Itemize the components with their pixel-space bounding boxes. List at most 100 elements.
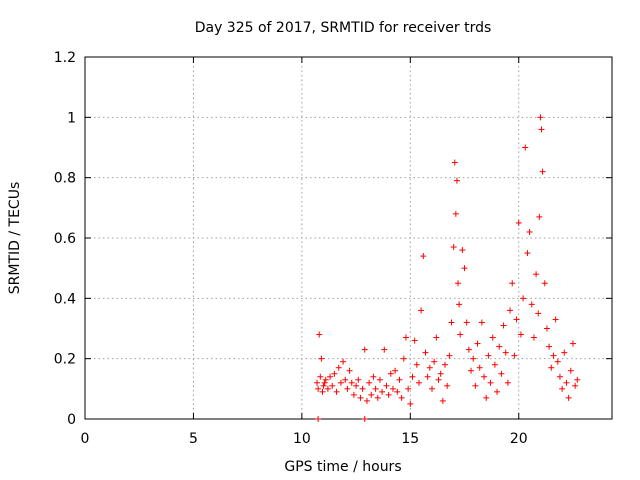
data-point [392,367,399,374]
data-point [515,219,522,226]
data-point [524,250,531,257]
data-point [342,376,349,383]
data-point [546,343,553,350]
y-tick-label: 0.8 [54,171,76,187]
data-point [387,370,394,377]
data-point [359,385,366,392]
data-point [315,416,322,422]
data-point [481,373,488,380]
data-point [461,265,468,272]
data-point [389,385,396,392]
data-point [409,373,416,380]
data-point [548,364,555,371]
data-point [554,358,561,365]
data-point [396,376,403,383]
data-point [331,370,338,377]
data-point [507,307,514,314]
data-point [324,385,331,392]
y-tick-label: 0 [67,412,76,428]
data-point [444,382,451,389]
data-point [424,373,431,380]
data-point [489,334,496,341]
y-axis-label: SRMTID / TECUs [7,182,23,295]
data-point [451,159,458,166]
data-point [569,340,576,347]
data-point [457,331,464,338]
data-point [321,379,328,386]
data-point [431,358,438,365]
data-point [541,280,548,287]
data-point [317,373,324,380]
data-point [522,144,529,151]
data-point [420,253,427,260]
data-point [470,355,477,362]
data-point [357,394,364,401]
data-point [383,382,390,389]
data-point [472,382,479,389]
data-points [314,114,581,422]
y-tick-label: 0.6 [54,231,76,247]
data-point [552,316,559,323]
data-point [340,358,347,365]
y-tick-label: 0.2 [54,352,76,368]
data-point [372,385,379,392]
data-point [346,367,353,374]
data-point [361,416,368,422]
data-point [450,244,457,251]
data-point [452,210,459,217]
data-point [448,319,455,326]
data-point [455,280,462,287]
plot-frame [84,56,613,420]
x-tick-label: 15 [401,431,419,447]
data-point [374,394,381,401]
data-point [329,382,336,389]
data-point [314,379,321,386]
data-point [418,307,425,314]
data-point [500,322,507,329]
data-point [344,385,351,392]
data-point [478,319,485,326]
data-point [411,337,418,344]
data-point [437,370,444,377]
data-point [385,391,392,398]
data-point [526,228,533,235]
data-point [428,385,435,392]
data-point [465,346,472,353]
data-point [520,295,527,302]
data-point [413,361,420,368]
data-point [536,213,543,220]
chart-title: Day 325 of 2017, SRMTID for receiver trd… [195,20,492,36]
data-point [335,364,342,371]
data-point [415,379,422,386]
data-point [574,376,581,383]
data-point [422,349,429,356]
data-point [539,168,546,175]
grid-lines [85,57,612,419]
data-point [446,352,453,359]
data-point [442,361,449,368]
data-point [572,382,579,389]
data-point [379,388,386,395]
data-point [528,301,535,308]
data-point [316,331,323,338]
data-point [504,379,511,386]
data-point [333,388,340,395]
data-point [318,355,325,362]
data-point [468,367,475,374]
data-point [485,352,492,359]
data-point [456,301,463,308]
x-tick-label: 0 [81,431,90,447]
data-point [563,379,570,386]
data-point [533,271,540,278]
data-point [453,177,460,184]
data-point [509,280,516,287]
data-point [327,373,334,380]
data-point [474,340,481,347]
data-point [463,319,470,326]
y-tick-label: 1.2 [54,50,76,66]
data-point [567,367,574,374]
data-point [366,379,373,386]
data-point [361,346,368,353]
data-point [550,352,557,359]
